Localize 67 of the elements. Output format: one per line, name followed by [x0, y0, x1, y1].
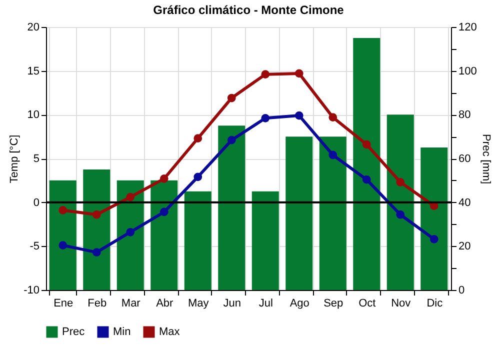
y2-tick-label: 20 [458, 240, 471, 253]
point [92, 210, 101, 219]
bar [184, 191, 212, 290]
bar [116, 180, 144, 290]
bar [353, 38, 380, 290]
bar [286, 136, 313, 290]
y-tick-label: -10 [24, 284, 40, 296]
bar [150, 180, 178, 290]
x-tick-label: Feb [88, 298, 107, 310]
x-tick-label: Jun [223, 298, 241, 310]
y-tick-label: 20 [27, 22, 40, 34]
y-tick-label: 0 [33, 196, 40, 209]
y-tick-label: 10 [27, 109, 40, 122]
x-tick-label: Nov [391, 298, 412, 310]
point [328, 150, 338, 160]
point [92, 248, 101, 256]
point [362, 140, 371, 149]
y-tick-label: 15 [27, 65, 40, 78]
point [261, 70, 270, 79]
point [430, 234, 438, 244]
x-tick-label: Oct [358, 298, 376, 310]
point [362, 175, 371, 184]
point [58, 206, 68, 214]
point [58, 241, 68, 250]
y2-tick-label: 60 [458, 153, 471, 165]
point [126, 228, 135, 236]
y2-tick-label: 120 [458, 22, 477, 34]
point [227, 94, 236, 102]
y-tick-label: -5 [30, 240, 40, 253]
legend-label: Min [113, 326, 131, 338]
y2-axis-title: Prec [mm] [480, 134, 492, 184]
legend-label: Max [159, 326, 180, 338]
point [160, 208, 168, 216]
x-tick-label: Sep [324, 298, 344, 310]
bar [252, 191, 279, 290]
legend-label: Prec [62, 326, 86, 338]
point [294, 69, 304, 78]
bar [420, 148, 448, 290]
bar [319, 136, 346, 290]
point [126, 192, 135, 202]
point [194, 134, 202, 143]
x-tick-label: May [188, 298, 210, 310]
y2-tick-label: 0 [458, 284, 465, 296]
bar [83, 169, 110, 290]
x-tick-label: Dic [426, 298, 444, 310]
point [194, 172, 202, 182]
point [261, 114, 270, 122]
x-tick-label: Ene [54, 298, 74, 310]
point [396, 178, 405, 186]
x-tick-label: Jul [258, 298, 273, 310]
point [294, 111, 304, 120]
bar [218, 126, 246, 290]
chart-title: Gráfico climático - Monte Cimone [153, 3, 344, 17]
y2-tick-label: 80 [458, 109, 471, 122]
point [227, 136, 236, 144]
y-tick-label: 5 [33, 153, 40, 165]
y2-tick-label: 40 [458, 196, 471, 209]
x-tick-label: Ago [290, 298, 310, 310]
x-tick-label: Mar [121, 298, 141, 310]
bar [49, 180, 76, 290]
point [396, 210, 405, 219]
y-axis-title: Temp [°C] [8, 134, 21, 184]
point [160, 174, 168, 183]
bar [386, 114, 414, 290]
point [328, 113, 338, 122]
y2-tick-label: 100 [458, 65, 477, 78]
x-tick-label: Abr [156, 298, 174, 310]
